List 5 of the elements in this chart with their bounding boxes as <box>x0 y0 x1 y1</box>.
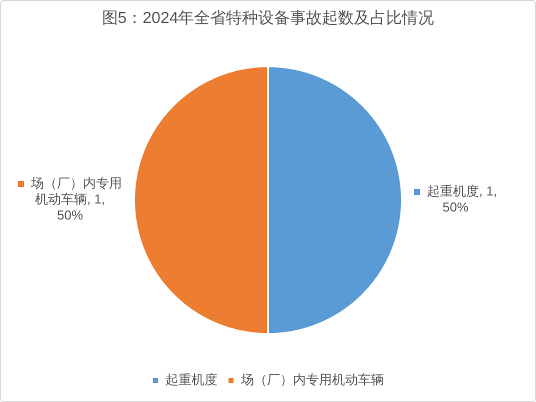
legend-label: 起重机度 <box>166 372 218 388</box>
legend-label: 场（厂）内专用机动车辆 <box>240 372 384 388</box>
chart-title: 图5：2024年全省特种设备事故起数及占比情况 <box>102 9 434 28</box>
data-label: 起重机度, 1, 50% <box>427 184 498 215</box>
data-label: 场（厂）内专用机动车辆, 1, 50% <box>30 176 122 223</box>
